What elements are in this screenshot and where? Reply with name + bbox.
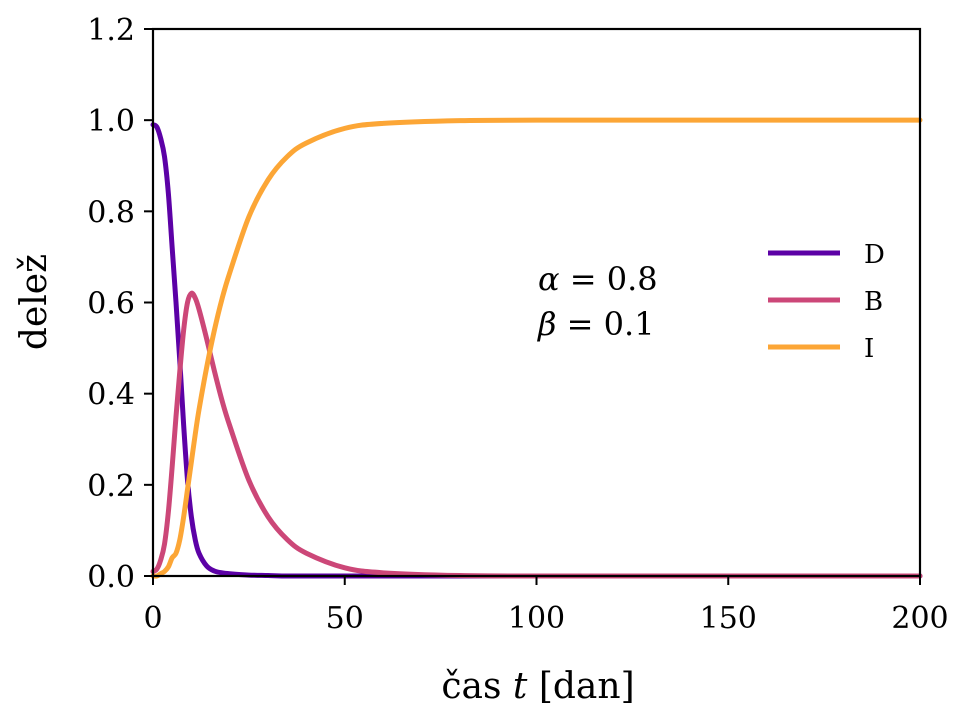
y-tick-label: 0.2 — [87, 469, 135, 504]
x-axis-label-word: čas — [441, 666, 501, 707]
series-line-B — [150, 290, 923, 579]
legend-item-I: I — [768, 334, 874, 364]
x-tick-label: 0 — [143, 601, 162, 636]
x-axis-label-unit: [dan] — [539, 666, 635, 707]
beta-value: = 0.1 — [557, 305, 655, 343]
annotation-beta: β = 0.1 — [537, 305, 655, 343]
series-line-D — [150, 122, 923, 579]
x-tick-label: 100 — [508, 601, 565, 636]
legend-item-D: D — [768, 240, 885, 270]
annotation-alpha: α = 0.8 — [538, 260, 658, 298]
alpha-symbol: α — [538, 260, 560, 298]
beta-symbol: β — [537, 305, 557, 343]
y-tick-label: 1.2 — [87, 13, 135, 48]
x-tick-label: 200 — [891, 601, 948, 636]
alpha-value: = 0.8 — [560, 260, 658, 298]
legend: DBI — [768, 240, 885, 364]
x-tick-label: 50 — [326, 601, 364, 636]
ticks-layer: 0 50 100 150 200 0.0 0.2 0.4 0.6 0.8 1.0 1.2 — [87, 13, 948, 636]
y-tick-label: 0.4 — [87, 378, 135, 413]
y-tick-label: 0.0 — [87, 560, 135, 595]
y-axis-label: delež — [14, 254, 55, 350]
x-axis-label-var: t — [513, 666, 528, 707]
y-tick-label: 0.8 — [87, 195, 135, 230]
x-tick-label: 150 — [700, 601, 757, 636]
legend-label: D — [864, 240, 885, 270]
legend-item-B: B — [768, 287, 883, 317]
x-axis-label: čas t [dan] — [441, 666, 634, 707]
legend-label: B — [864, 287, 883, 317]
y-tick-label: 1.0 — [87, 104, 135, 139]
y-tick-label: 0.6 — [87, 287, 135, 322]
series-line-I — [150, 117, 923, 579]
legend-label: I — [864, 334, 874, 364]
